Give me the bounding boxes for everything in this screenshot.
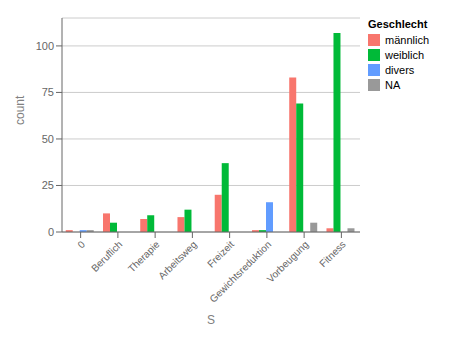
html-text:Geschlecht: Geschlecht: [368, 18, 428, 30]
svg-text:100: 100: [36, 40, 54, 52]
svg-text:0: 0: [48, 226, 54, 238]
svg-text:Beruflich: Beruflich: [89, 239, 124, 274]
svg-text:Therapie: Therapie: [126, 238, 162, 274]
svg-text:Fitness: Fitness: [317, 239, 348, 270]
html-text:divers: divers: [385, 64, 415, 76]
svg-text:75: 75: [42, 86, 54, 98]
svg-text:0: 0: [75, 238, 87, 250]
svg-text:Gewichtsreduktion: Gewichtsreduktion: [207, 239, 273, 305]
html-text:NA: NA: [385, 79, 401, 91]
svg-text:50: 50: [42, 133, 54, 145]
svg-text:Vorbeugung: Vorbeugung: [265, 239, 311, 285]
svg-text:25: 25: [42, 179, 54, 191]
svg-text:S: S: [207, 313, 215, 327]
svg-text:Freizeit: Freizeit: [205, 239, 236, 270]
html-text:männlich: männlich: [385, 34, 429, 46]
html-text:weiblich: weiblich: [385, 49, 425, 61]
svg-text:Arbeitsweg: Arbeitsweg: [156, 239, 199, 282]
svg-text:count: count: [13, 95, 27, 125]
